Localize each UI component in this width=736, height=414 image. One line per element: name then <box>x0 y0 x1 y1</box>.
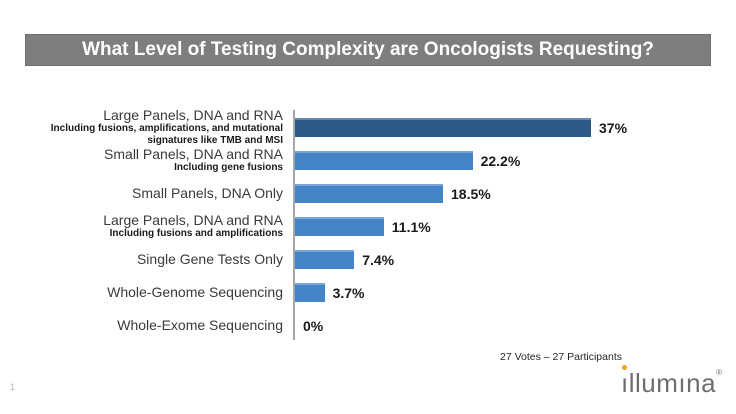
votes-participants-text: 27 Votes – 27 Participants <box>500 351 622 363</box>
category-sublabel: Including gene fusions <box>174 161 283 173</box>
category-label: Large Panels, DNA and RNA <box>103 107 283 124</box>
slide-page-number: 1 <box>10 382 16 392</box>
bar <box>295 217 384 236</box>
category-cell: Small Panels, DNA and RNA Including gene … <box>0 147 283 174</box>
category-label: Whole-Exome Sequencing <box>117 317 283 334</box>
category-cell: Large Panels, DNA and RNA Including fusio… <box>0 108 283 147</box>
chart-rows: Large Panels, DNA and RNA Including fusio… <box>0 108 736 342</box>
category-cell: Single Gene Tests Only <box>0 252 283 267</box>
category-sublabel: Including fusions, amplifications, and m… <box>50 122 283 146</box>
bar-zone: 37% <box>295 118 736 137</box>
value-label: 18.5% <box>451 185 491 202</box>
category-label: Large Panels, DNA and RNA <box>103 212 283 229</box>
value-label: 37% <box>599 119 628 136</box>
value-label: 0% <box>303 317 324 334</box>
bar <box>295 118 591 137</box>
bar-zone: 3.7% <box>295 283 736 302</box>
bar-zone: 0% <box>295 316 736 335</box>
illumina-logo: ı llumına® <box>621 365 723 398</box>
bar <box>295 151 473 170</box>
bar <box>295 250 355 269</box>
chart-row: Small Panels, DNA Only 18.5% <box>0 177 736 210</box>
registered-trademark-icon: ® <box>716 368 723 377</box>
chart-row: Whole-Genome Sequencing 3.7% <box>0 276 736 309</box>
value-label: 3.7% <box>332 284 365 301</box>
category-cell: Large Panels, DNA and RNA Including fusio… <box>0 213 283 240</box>
category-label: Small Panels, DNA and RNA <box>104 146 283 163</box>
chart-baseline-axis <box>293 110 295 340</box>
logo-text: llumına <box>628 368 717 398</box>
category-cell: Whole-Genome Sequencing <box>0 285 283 300</box>
bar-zone: 11.1% <box>295 217 736 236</box>
category-cell: Small Panels, DNA Only <box>0 186 283 201</box>
bar-zone: 18.5% <box>295 184 736 203</box>
bar <box>295 283 325 302</box>
bar-zone: 22.2% <box>295 151 736 170</box>
chart-row: Single Gene Tests Only 7.4% <box>0 243 736 276</box>
category-label: Whole-Genome Sequencing <box>107 284 283 301</box>
category-label: Small Panels, DNA Only <box>132 185 283 202</box>
value-label: 22.2% <box>480 152 521 169</box>
title-banner: What Level of Testing Complexity are Onc… <box>25 34 711 66</box>
category-label: Single Gene Tests Only <box>136 251 283 268</box>
chart-row: Whole-Exome Sequencing 0% <box>0 309 736 342</box>
chart-row: Large Panels, DNA and RNA Including fusio… <box>0 108 736 147</box>
category-sublabel: Including fusions and amplifications <box>109 227 283 239</box>
chart-row: Small Panels, DNA and RNA Including gene … <box>0 144 736 177</box>
logo-orange-dot-icon <box>622 365 627 370</box>
value-label: 11.1% <box>391 218 431 235</box>
bar-zone: 7.4% <box>295 250 736 269</box>
bar <box>295 184 443 203</box>
value-label: 7.4% <box>362 251 395 268</box>
chart-row: Large Panels, DNA and RNA Including fusio… <box>0 210 736 243</box>
page-title: What Level of Testing Complexity are Onc… <box>82 39 654 60</box>
category-cell: Whole-Exome Sequencing <box>0 318 283 333</box>
logo-letter-i: ı <box>621 365 629 396</box>
